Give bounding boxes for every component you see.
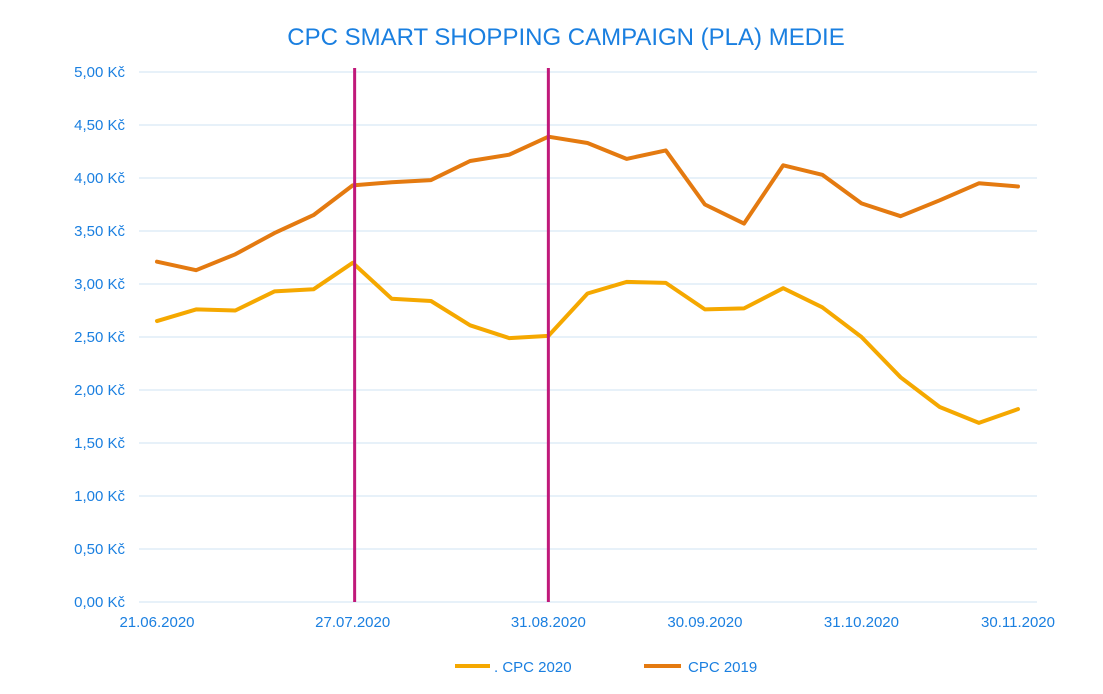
y-tick-label: 3,00 Kč	[74, 276, 125, 293]
y-tick-label: 1,00 Kč	[74, 488, 125, 505]
y-tick-label: 3,50 Kč	[74, 223, 125, 240]
y-tick-label: 0,50 Kč	[74, 541, 125, 558]
y-tick-label: 2,00 Kč	[74, 382, 125, 399]
legend-label-cpc-2019: CPC 2019	[688, 659, 757, 676]
x-tick-label: 21.06.2020	[119, 614, 194, 631]
series-line-0	[155, 260, 1020, 425]
y-tick-label: 4,00 Kč	[74, 170, 125, 187]
x-tick-label: 30.11.2020	[981, 614, 1055, 631]
y-tick-label: 4,50 Kč	[74, 117, 125, 134]
x-tick-label: 31.10.2020	[824, 614, 899, 631]
series-line-1	[155, 134, 1020, 273]
y-tick-label: 0,00 Kč	[74, 594, 125, 611]
x-axis-tick-labels: 21.06.2020 27.07.2020 31.08.2020 30.09.2020…	[119, 614, 1055, 631]
y-tick-label: 2,50 Kč	[74, 329, 125, 346]
legend: . CPC 2020 CPC 2019	[455, 659, 757, 676]
x-tick-label: 31.08.2020	[511, 614, 586, 631]
legend-label-cpc-2020: . CPC 2020	[494, 659, 572, 676]
x-tick-label: 27.07.2020	[315, 614, 390, 631]
vertical-marker-lines	[353, 68, 550, 602]
series-lines	[155, 134, 1020, 425]
y-axis-tick-labels: 0,00 Kč 0,50 Kč 1,00 Kč 1,50 Kč 2,00 Kč 2,50 …	[74, 64, 125, 611]
chart-title: CPC SMART SHOPPING CAMPAIGN (PLA) MEDIE	[287, 24, 844, 51]
x-tick-label: 30.09.2020	[667, 614, 742, 631]
grid-lines	[139, 71, 1037, 603]
y-tick-label: 1,50 Kč	[74, 435, 125, 452]
y-tick-label: 5,00 Kč	[74, 64, 125, 81]
